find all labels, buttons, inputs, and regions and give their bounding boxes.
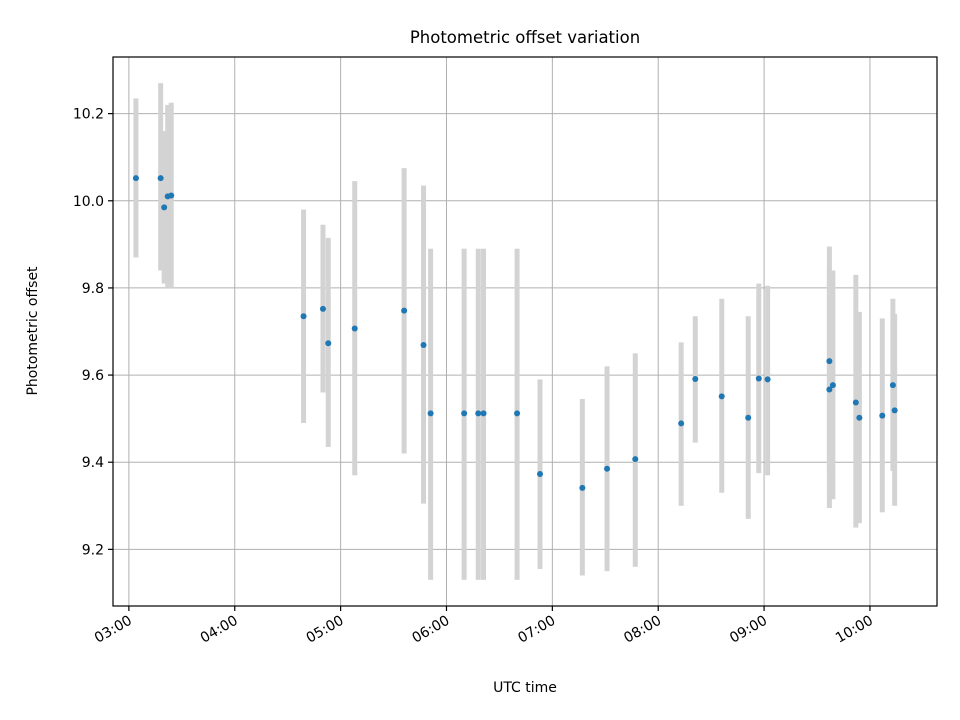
data-point [514,410,521,417]
data-point [692,375,699,382]
data-point [480,410,487,417]
x-tick-label: 05:00 [304,613,347,647]
data-point [764,376,771,383]
data-point [879,412,886,419]
error-bar-layer [133,83,898,580]
x-tick-label: 09:00 [727,613,770,647]
data-point [632,456,639,463]
data-point [420,342,427,349]
data-point [579,484,586,491]
x-tick-label: 04:00 [198,613,241,647]
data-point [300,313,307,320]
y-tick-label: 10.0 [73,194,104,210]
y-axis-label: Photometric offset [25,266,41,396]
data-point [826,358,833,365]
x-tick-label: 10:00 [833,613,876,647]
y-tick-label: 9.2 [82,542,104,558]
y-tick-label: 9.8 [82,281,104,297]
data-point [325,340,332,347]
data-point [401,307,408,314]
data-point [678,420,685,427]
data-point [319,305,326,312]
chart-title: Photometric offset variation [410,28,640,47]
data-point [157,175,164,182]
data-point [168,192,175,199]
x-tick-label: 06:00 [410,613,453,647]
plot-frame [112,56,938,607]
data-point [718,393,725,400]
data-point [461,410,468,417]
x-tick-label: 08:00 [621,613,664,647]
data-point [536,470,543,477]
data-point [351,325,358,332]
x-axis-label: UTC time [493,680,557,696]
data-point [475,410,482,417]
data-point [604,465,611,472]
data-point [852,399,859,406]
y-tick-label: 9.6 [82,368,104,384]
x-tick-label: 03:00 [92,613,135,647]
tick-layer: 03:00 04:00 05:00 06:00 07:00 08:00 09:00 10:00… [73,107,876,647]
y-tick-label: 10.2 [73,107,104,123]
data-point [161,204,168,211]
data-point [891,407,898,414]
data-point [745,414,752,421]
grid-layer [113,57,937,606]
data-point-layer [132,175,898,491]
data-point [132,175,139,182]
data-point [826,386,833,393]
data-point [829,382,836,389]
data-point [427,410,434,417]
data-point [755,375,762,382]
y-tick-label: 9.4 [82,455,104,471]
data-point [889,382,896,389]
x-tick-label: 07:00 [515,613,558,647]
data-point [856,414,863,421]
